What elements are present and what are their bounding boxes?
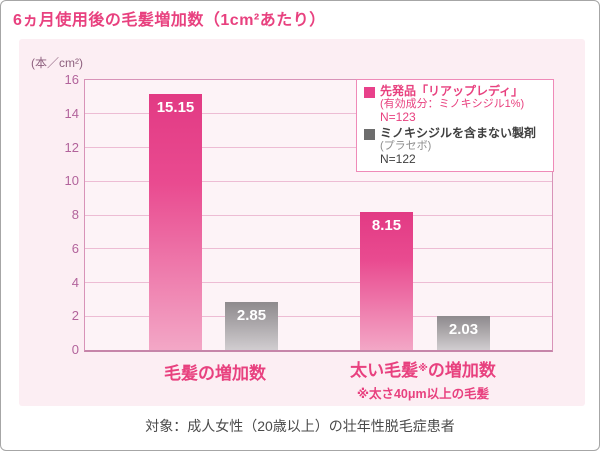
bar-value-label: 15.15 xyxy=(156,99,195,117)
legend-treatment-name: 先発品「リアップレディ」 xyxy=(380,84,524,98)
legend-swatch-gray-icon xyxy=(364,129,375,140)
y-tick-label-0: 0 xyxy=(71,342,79,357)
y-tick-label-4: 4 xyxy=(71,274,79,290)
legend-item-placebo: ミノキシジルを含まない製剤 (プラセボ) N=122 xyxy=(364,127,548,166)
legend-treatment-n: N=123 xyxy=(380,110,416,124)
y-tick-label-14: 14 xyxy=(64,105,79,121)
legend-placebo-sub: (プラセボ) xyxy=(380,140,432,152)
x-axis-footnote: ※太さ40μm以上の毛髪 xyxy=(356,387,490,401)
bar-value-label: 8.15 xyxy=(371,217,402,235)
gridline-y4 xyxy=(85,282,552,283)
y-axis-unit-label: (本／cm²) xyxy=(31,56,83,70)
y-tick-label-6: 6 xyxy=(71,240,79,256)
legend-swatch-pink-icon xyxy=(364,87,375,98)
bar-value-label: 2.03 xyxy=(448,320,479,338)
group2-label-asterisk: ※ xyxy=(418,363,428,374)
group2-label-suffix: の増加数 xyxy=(427,361,496,380)
y-tick-label-12: 12 xyxy=(64,139,79,155)
gridline-y8 xyxy=(85,214,552,216)
y-tick-label-16: 16 xyxy=(64,72,79,87)
x-axis-label-group2-line1: 太い毛髪※の増加数 xyxy=(313,356,533,381)
bar-treatment-group2: 8.15 xyxy=(360,212,413,350)
bar-placebo-group1: 2.85 xyxy=(225,301,278,350)
legend-placebo-n: N=122 xyxy=(380,152,416,166)
gridline-y6 xyxy=(85,248,552,250)
gridline-y12 xyxy=(85,147,552,148)
chart-caption: 対象：成人女性（20歳以上）の壮年性脱毛症患者 xyxy=(145,418,455,434)
group2-label-prefix: 太い毛髪 xyxy=(350,361,419,380)
x-axis-label-group1: 毛髪の増加数 xyxy=(164,364,266,383)
legend-placebo-text: ミノキシジルを含まない製剤 (プラセボ) N=122 xyxy=(380,127,536,166)
legend-treatment-text: 先発品「リアップレディ」 (有効成分：ミノキシジル1%) N=123 xyxy=(380,85,524,124)
legend-placebo-name: ミノキシジルを含まない製剤 xyxy=(380,126,537,140)
bar-value-label: 2.85 xyxy=(236,306,267,324)
bar-placebo-group2: 2.03 xyxy=(437,315,490,350)
legend-box: 先発品「リアップレディ」 (有効成分：ミノキシジル1%) N=123 ミノキシジ… xyxy=(356,79,554,172)
y-tick-label-8: 8 xyxy=(71,207,79,222)
legend-treatment-ingredient: (有効成分：ミノキシジル1%) xyxy=(380,98,525,110)
gridline-y2 xyxy=(85,315,552,317)
gridline-y14 xyxy=(85,113,552,115)
x-axis-label-group2: 太い毛髪※の増加数 ※太さ40μm以上の毛髪 xyxy=(313,356,533,402)
chart-title: 6ヵ月使用後の毛髪増加数（1cm²あたり） xyxy=(13,12,326,29)
legend-item-treatment: 先発品「リアップレディ」 (有効成分：ミノキシジル1%) N=123 xyxy=(364,85,548,124)
gridline-y10 xyxy=(85,180,552,182)
bar-treatment-group1: 15.15 xyxy=(149,94,202,350)
y-tick-label-2: 2 xyxy=(71,308,79,324)
y-tick-label-10: 10 xyxy=(64,173,79,189)
